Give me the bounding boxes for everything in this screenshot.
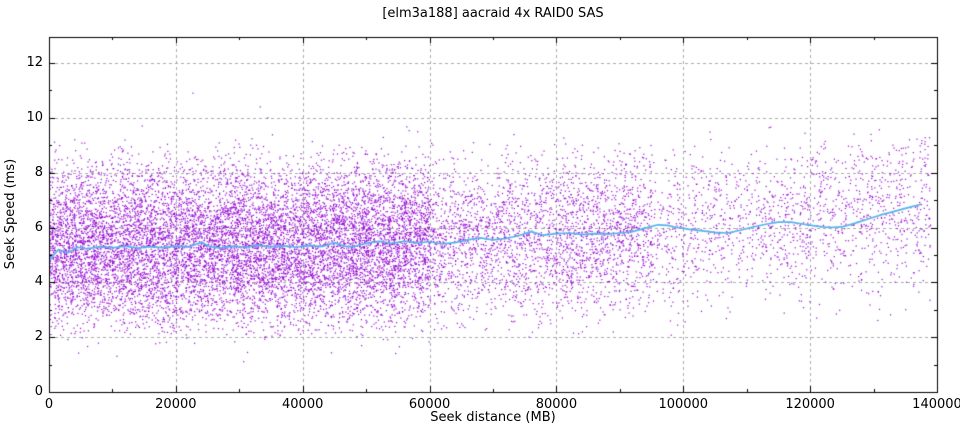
y-tick-label: 2 [34,329,43,345]
chart-title: [elm3a188] aacraid 4x RAID0 SAS [382,6,604,21]
x-tick-label: 120000 [785,397,835,412]
x-tick-label: 20000 [155,397,197,412]
x-tick-label: 100000 [658,397,709,412]
y-tick-label: 8 [34,164,43,180]
y-tick-label: 0 [34,384,43,399]
x-tick-label: 80000 [535,397,578,412]
x-axis-label: Seek distance (MB) [430,410,556,425]
x-tick-label: 40000 [282,397,324,412]
x-tick-label: 0 [44,397,54,412]
x-tick-label: 140000 [912,397,960,412]
y-tick-label: 4 [34,274,43,290]
y-tick-label: 12 [26,55,43,71]
y-tick-label: 10 [26,109,43,125]
y-tick-label: 6 [34,219,43,235]
x-tick-label: 60000 [408,397,451,412]
